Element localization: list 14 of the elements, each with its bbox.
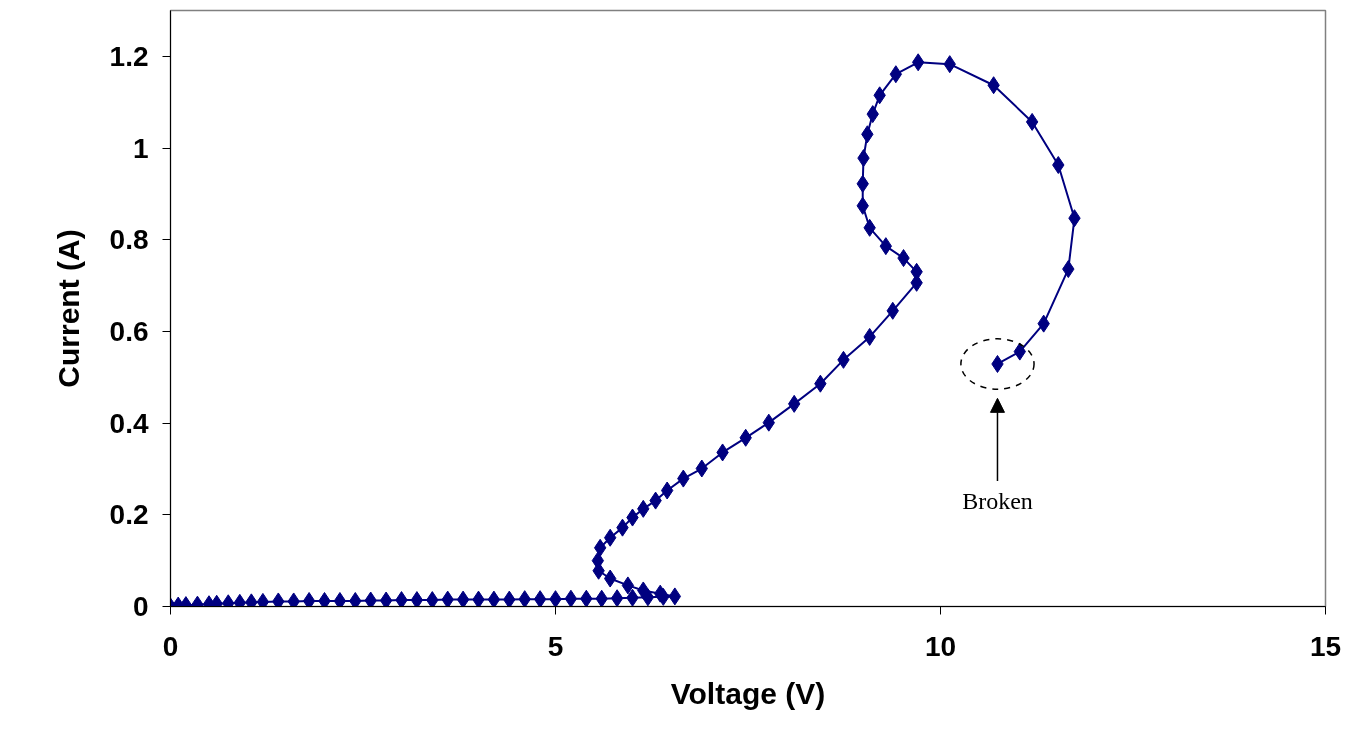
annotation: Broken	[962, 487, 1033, 514]
x-tick-label: 15	[1309, 630, 1342, 662]
y-axis-title: Current (A)	[51, 229, 85, 388]
x-tick-label: 5	[547, 630, 564, 662]
x-tick-label: 10	[924, 630, 957, 662]
y-tick-label: 0.8	[109, 224, 149, 256]
y-tick-label: 0.6	[109, 315, 149, 347]
y-tick-label: 1	[132, 132, 149, 164]
y-tick-label: 0	[132, 591, 149, 622]
y-tick-label: 1.2	[109, 40, 149, 72]
y-tick-label: 0.4	[109, 407, 149, 439]
x-tick-label: 0	[162, 630, 179, 662]
y-tick-label: 0.2	[109, 499, 149, 531]
x-axis-title: Voltage (V)	[670, 676, 826, 710]
